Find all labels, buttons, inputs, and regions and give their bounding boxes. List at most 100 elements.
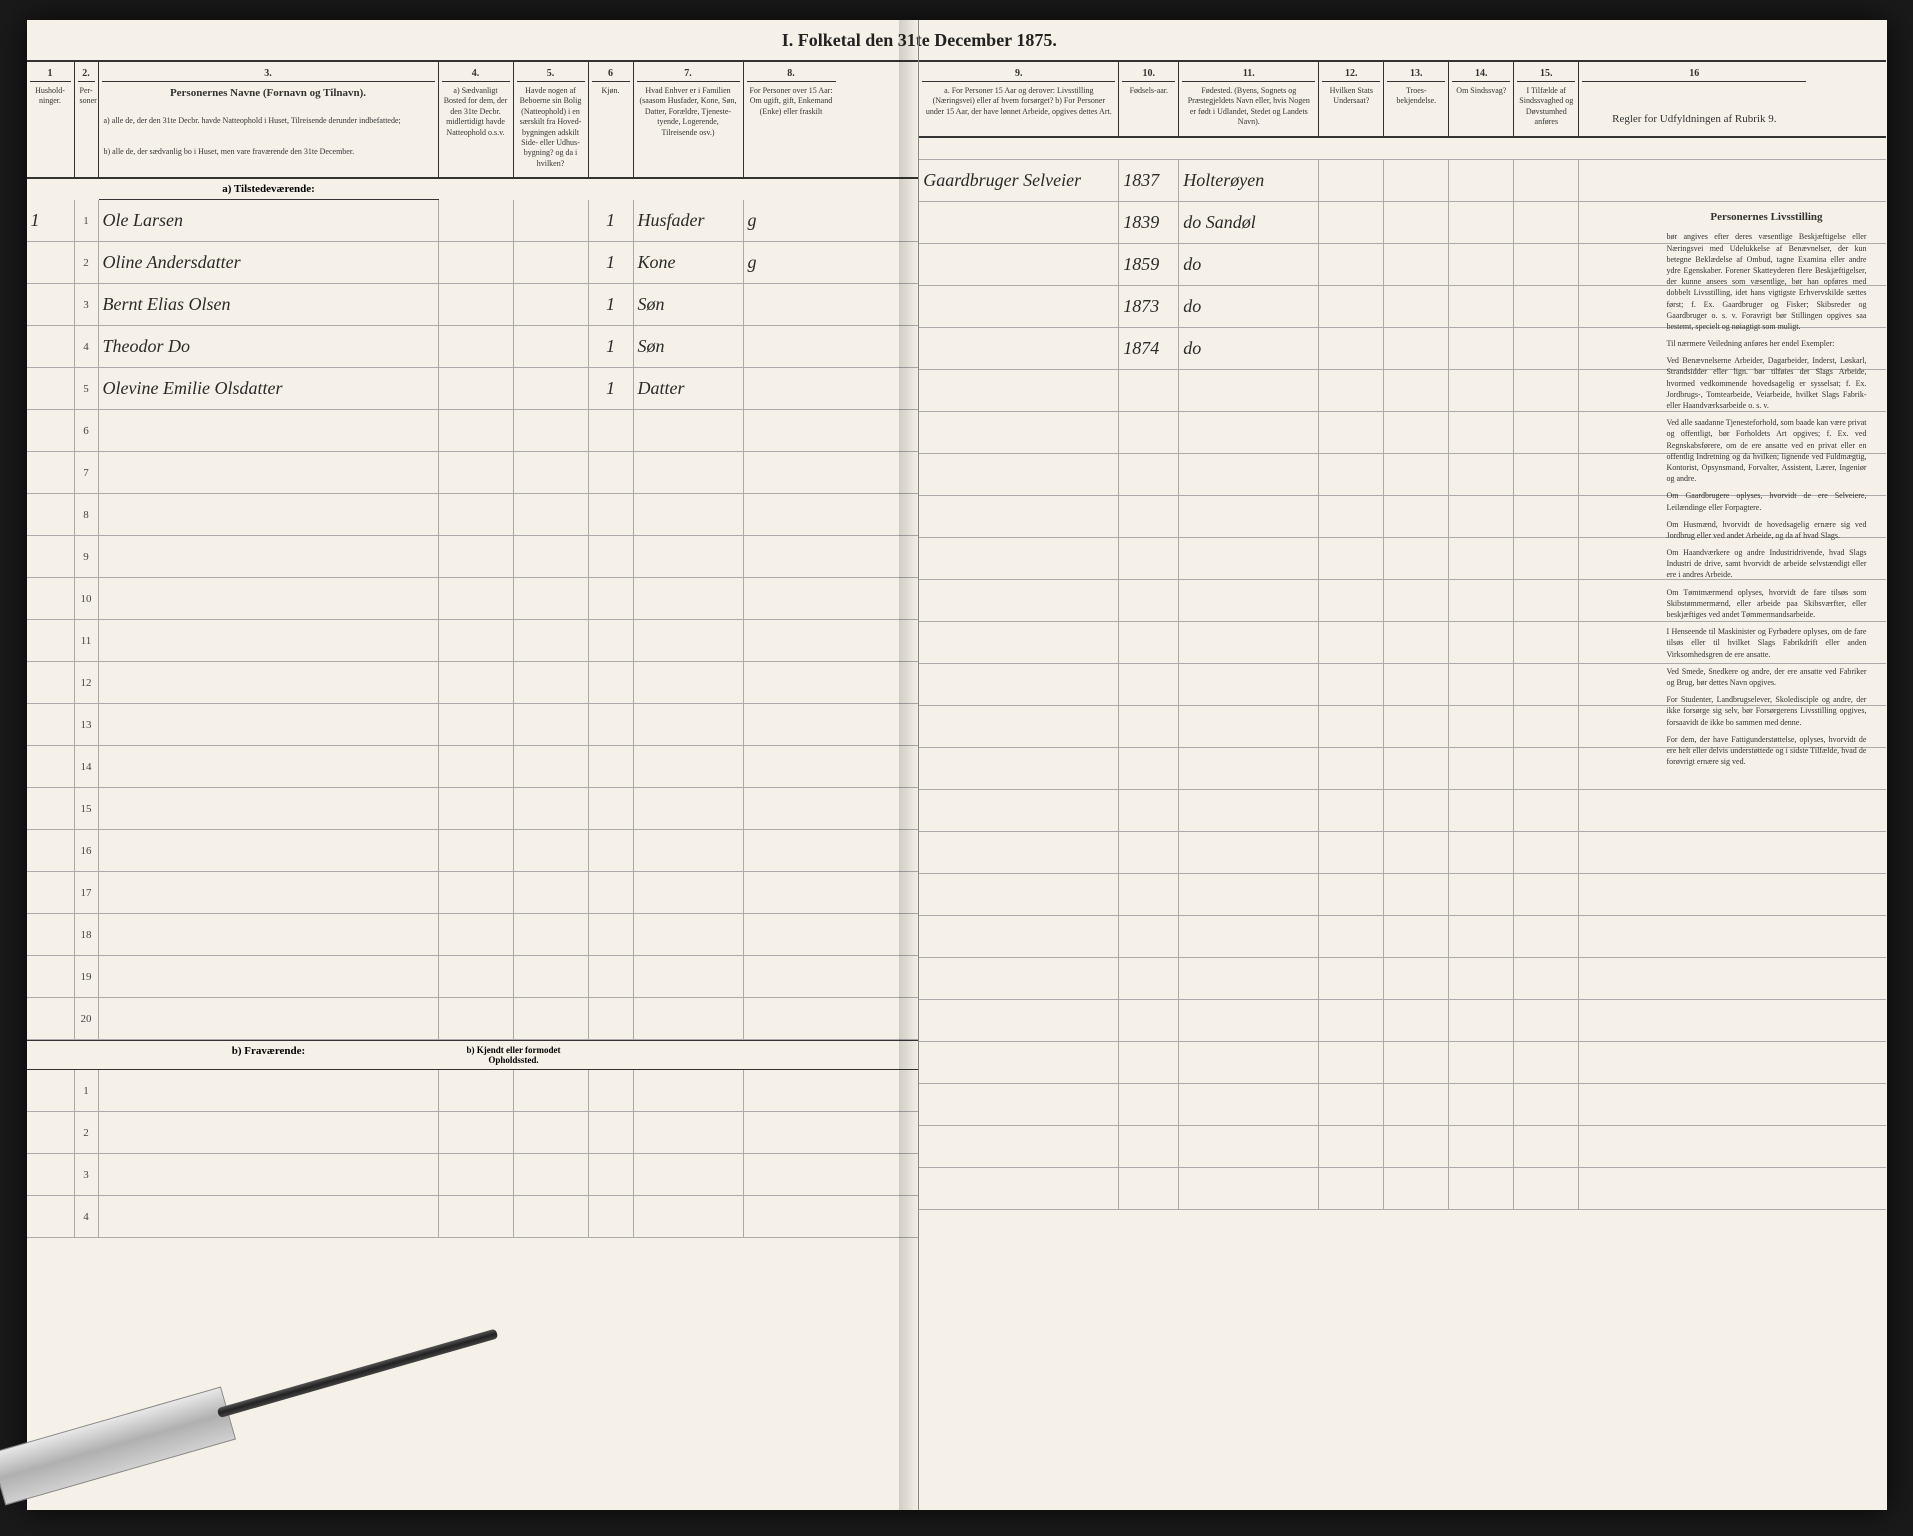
rules-paragraph: Om Husmænd, hvorvidt de hovedsagelig ern…: [1666, 519, 1866, 541]
cell-birthplace: Holterøyen: [1179, 160, 1319, 201]
rules-heading: Personernes Livsstilling: [1666, 210, 1866, 225]
cell-c15: [1514, 202, 1579, 243]
table-row-empty: [919, 958, 1886, 1000]
cell-person-num: 2: [75, 242, 99, 283]
cell-sex: 1: [589, 200, 634, 241]
cell-c14: [1449, 244, 1514, 285]
table-row-empty: [919, 832, 1886, 874]
cell-birthplace: do Sandøl: [1179, 202, 1319, 243]
table-row-empty: 12: [27, 662, 919, 704]
table-row-absent: 1: [27, 1070, 919, 1112]
cell-c14: [1449, 328, 1514, 369]
cell-marital: [744, 368, 839, 409]
rules-paragraph: For dem, der have Fattigunderstøttelse, …: [1666, 734, 1866, 768]
col1-header: 1 Hushold-ninger.: [27, 62, 75, 177]
cell-person-num: 3: [75, 284, 99, 325]
cell-birthyear: 1874: [1119, 328, 1179, 369]
cell-c5: [514, 284, 589, 325]
table-row-empty: [919, 1042, 1886, 1084]
right-page: 9. a. For Personer 15 Aar og derover: Li…: [919, 20, 1886, 1510]
cell-occupation: [919, 244, 1119, 285]
col5-header: 5. Havde nogen af Beboerne sin Bolig (Na…: [514, 62, 589, 177]
cell-c4: [439, 242, 514, 283]
col8-header: 8. For Personer over 15 Aar: Om ugift, g…: [744, 62, 839, 177]
census-ledger-spread: I. Folketal den 31te December 1875. 1 Hu…: [27, 20, 1887, 1510]
cell-family-role: Søn: [634, 284, 744, 325]
cell-marital: g: [744, 242, 839, 283]
section-absent: b) Fraværende:: [99, 1041, 439, 1069]
cell-c14: [1449, 202, 1514, 243]
cell-family-role: Søn: [634, 326, 744, 367]
table-row-absent: 3: [27, 1154, 919, 1196]
col14-header: 14. Om Sindssvag?: [1449, 62, 1514, 136]
right-header-row: 9. a. For Personer 15 Aar og derover: Li…: [919, 60, 1886, 138]
cell-c4: [439, 284, 514, 325]
cell-c15: [1514, 328, 1579, 369]
cell-birthplace: do: [1179, 244, 1319, 285]
cell-c4: [439, 326, 514, 367]
table-row-empty: [919, 916, 1886, 958]
cell-family-role: Kone: [634, 242, 744, 283]
cell-c12: [1319, 328, 1384, 369]
table-row-empty: 6: [27, 410, 919, 452]
cell-birthplace: do: [1179, 286, 1319, 327]
cell-c5: [514, 200, 589, 241]
cell-birthyear: 1873: [1119, 286, 1179, 327]
cell-occupation: [919, 286, 1119, 327]
section-known-residence: b) Kjendt eller formodet Opholdssted.: [439, 1041, 589, 1069]
rules-paragraph: I Henseende til Maskinister og Fyrbødere…: [1666, 626, 1866, 660]
table-row-empty: 13: [27, 704, 919, 746]
rules-paragraph: Om Gaardbrugere oplyses, hvorvidt de ere…: [1666, 490, 1866, 512]
cell-c13: [1384, 160, 1449, 201]
left-header-row: 1 Hushold-ninger. 2. Per-soner 3. Person…: [27, 60, 919, 179]
cell-birthplace: do: [1179, 328, 1319, 369]
col4-header: 4. a) Sædvanligt Bosted for dem, der den…: [439, 62, 514, 177]
cell-household: [27, 242, 75, 283]
cell-c14: [1449, 160, 1514, 201]
col12-header: 12. Hvilken Stats Undersaat?: [1319, 62, 1384, 136]
cell-marital: g: [744, 200, 839, 241]
table-row-empty: [919, 1168, 1886, 1210]
table-row-empty: 18: [27, 914, 919, 956]
cell-c13: [1384, 244, 1449, 285]
cell-occupation: [919, 328, 1119, 369]
table-row-empty: 17: [27, 872, 919, 914]
table-row-empty: 10: [27, 578, 919, 620]
cell-sex: 1: [589, 242, 634, 283]
cell-name: Bernt Elias Olsen: [99, 284, 439, 325]
cell-c4: [439, 200, 514, 241]
cell-person-num: 4: [75, 326, 99, 367]
cell-birthyear: 1859: [1119, 244, 1179, 285]
rules-paragraph: Om Haandværkere og andre Industridrivend…: [1666, 547, 1866, 581]
table-row-empty: [919, 1000, 1886, 1042]
table-row-empty: 15: [27, 788, 919, 830]
cell-family-role: Husfader: [634, 200, 744, 241]
cell-person-num: 1: [75, 200, 99, 241]
rules-paragraph: Ved Benævnelserne Arbeider, Dagarbeider,…: [1666, 355, 1866, 411]
table-row-absent: 4: [27, 1196, 919, 1238]
cell-household: [27, 368, 75, 409]
col13-header: 13. Troes-bekjendelse.: [1384, 62, 1449, 136]
cell-name: Oline Andersdatter: [99, 242, 439, 283]
table-row-empty: [919, 790, 1886, 832]
col10-header: 10. Fødsels-aar.: [1119, 62, 1179, 136]
cell-household: [27, 284, 75, 325]
table-row: 3Bernt Elias Olsen 1Søn: [27, 284, 919, 326]
left-absent-rows: 1234: [27, 1070, 919, 1238]
table-row-empty: 7: [27, 452, 919, 494]
cell-sex: 1: [589, 368, 634, 409]
col9-header: 9. a. For Personer 15 Aar og derover: Li…: [919, 62, 1119, 136]
cell-c16: [1579, 160, 1809, 201]
section-present: a) Tilstedeværende:: [99, 179, 439, 200]
cell-c13: [1384, 328, 1449, 369]
cell-c15: [1514, 160, 1579, 201]
cell-birthyear: 1837: [1119, 160, 1179, 201]
table-row: 11Ole Larsen1Husfaderg: [27, 200, 919, 242]
table-row-empty: 19: [27, 956, 919, 998]
cell-name: Theodor Do: [99, 326, 439, 367]
left-page: 1 Hushold-ninger. 2. Per-soner 3. Person…: [27, 20, 920, 1510]
rules-paragraph: Ved Smede, Snedkere og andre, der ere an…: [1666, 666, 1866, 688]
cell-sex: 1: [589, 284, 634, 325]
table-row-empty: 14: [27, 746, 919, 788]
cell-c5: [514, 368, 589, 409]
